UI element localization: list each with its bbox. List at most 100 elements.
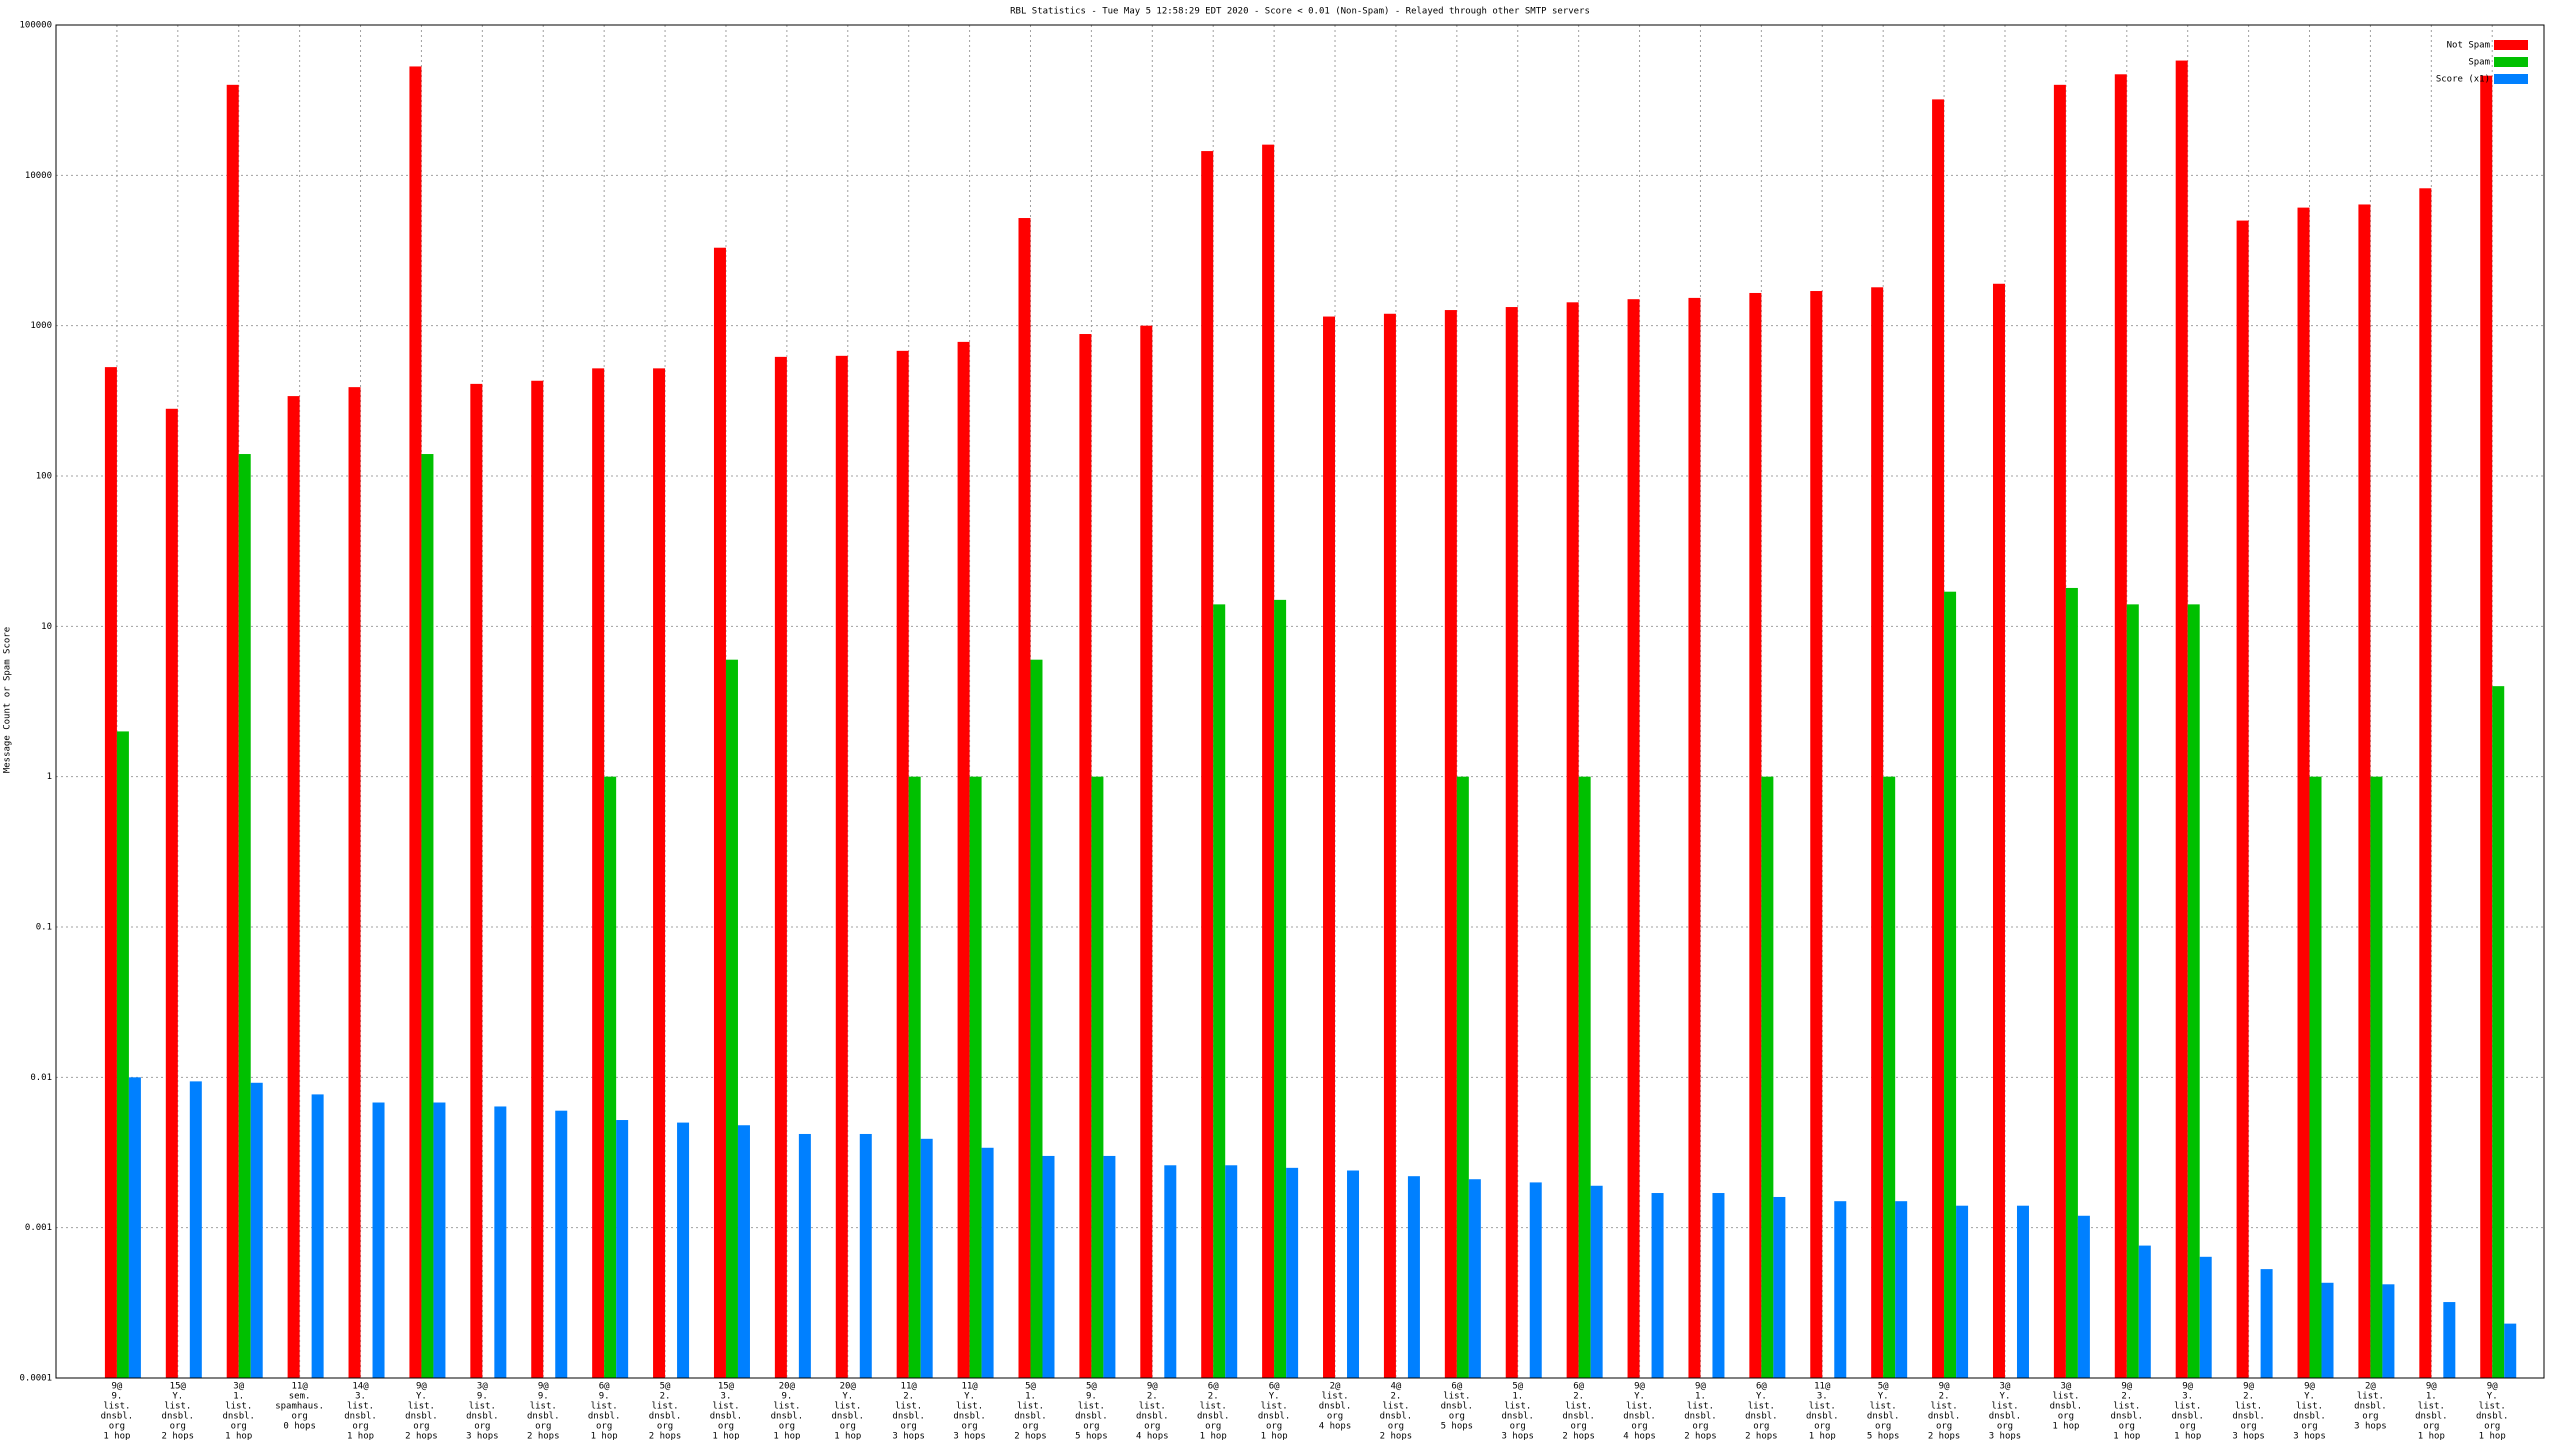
- bar: [1347, 1170, 1360, 1378]
- bar: [1956, 1205, 1969, 1378]
- x-tick-label: 9@: [1634, 1382, 1645, 1392]
- bar: [1566, 302, 1579, 1379]
- x-tick-label: dnsbl.: [1136, 1412, 1169, 1422]
- bar: [116, 731, 129, 1378]
- bar: [1201, 151, 1214, 1378]
- x-tick-label: 9.: [599, 1392, 610, 1402]
- bar: [713, 247, 726, 1378]
- x-tick-label: dnsbl.: [1197, 1412, 1230, 1422]
- x-tick-label: org: [718, 1422, 734, 1432]
- x-tick-label: 3 hops: [466, 1432, 499, 1440]
- bar: [1213, 604, 1226, 1378]
- x-tick-label: 6@: [1451, 1382, 1462, 1392]
- x-tick-label: dnsbl.: [953, 1412, 986, 1422]
- x-tick-label: 3.: [721, 1392, 732, 1402]
- bar: [1018, 218, 1031, 1379]
- bar: [2297, 207, 2310, 1378]
- x-tick-label: 9.: [538, 1392, 549, 1402]
- x-tick-label: dnsbl.: [466, 1412, 499, 1422]
- x-tick-label: 1 hop: [2052, 1422, 2079, 1432]
- x-tick-label: org: [961, 1422, 977, 1432]
- x-tick-label: 2.: [1147, 1392, 1158, 1402]
- x-tick-label: 1.: [1695, 1392, 1706, 1402]
- bar: [2175, 60, 2188, 1378]
- x-tick-label: 6@: [1573, 1382, 1584, 1392]
- x-tick-label: 4 hops: [1319, 1422, 1352, 1432]
- bar: [737, 1125, 750, 1378]
- bar: [2419, 188, 2432, 1378]
- bar: [348, 387, 361, 1378]
- x-tick-label: org: [1083, 1422, 1099, 1432]
- y-tick-label: 1000: [30, 321, 52, 331]
- bar: [2236, 220, 2249, 1379]
- x-tick-label: list.: [2296, 1402, 2323, 1412]
- x-tick-label: 1 hop: [2479, 1432, 2506, 1440]
- bar: [1688, 297, 1701, 1379]
- x-tick-label: 2 hops: [1562, 1432, 1595, 1440]
- x-tick-label: 1 hop: [2174, 1432, 2201, 1440]
- x-tick-label: org: [2058, 1412, 2074, 1422]
- bar: [1091, 776, 1104, 1378]
- bar: [2309, 776, 2322, 1378]
- x-tick-label: list.: [2113, 1402, 2140, 1412]
- x-tick-label: org: [352, 1422, 368, 1432]
- x-tick-label: 9@: [1695, 1382, 1706, 1392]
- bar: [421, 454, 434, 1378]
- x-tick-label: list.: [2479, 1402, 2506, 1412]
- x-tick-label: list.: [895, 1402, 922, 1412]
- x-tick-label: 9@: [2182, 1382, 2193, 1392]
- bar: [908, 776, 921, 1378]
- bar: [1749, 292, 1762, 1379]
- x-tick-label: 2.: [1573, 1392, 1584, 1402]
- x-tick-label: list.: [1748, 1402, 1775, 1412]
- x-tick-label: 2 hops: [405, 1432, 438, 1440]
- x-tick-label: org: [1753, 1422, 1769, 1432]
- bar: [1468, 1179, 1481, 1378]
- x-tick-label: 3@: [477, 1382, 488, 1392]
- bar: [1590, 1185, 1603, 1378]
- y-tick-label: 100000: [19, 21, 52, 31]
- bar: [981, 1147, 994, 1378]
- x-tick-label: dnsbl.: [1684, 1412, 1717, 1422]
- bar: [1079, 334, 1092, 1379]
- x-tick-label: list.: [1078, 1402, 1105, 1412]
- bar: [470, 383, 483, 1378]
- bar: [1456, 776, 1469, 1378]
- x-tick-label: 2.: [903, 1392, 914, 1402]
- bar: [433, 1102, 446, 1378]
- x-tick-label: Y.: [172, 1392, 183, 1402]
- x-tick-label: 2 hops: [1380, 1432, 1413, 1440]
- x-tick-label: org: [596, 1422, 612, 1432]
- x-tick-label: 15@: [170, 1382, 187, 1392]
- x-tick-label: list.: [1139, 1402, 1166, 1412]
- x-tick-label: 1 hop: [591, 1432, 618, 1440]
- legend-swatch: [2494, 74, 2528, 84]
- x-tick-label: org: [1631, 1422, 1647, 1432]
- x-tick-label: 5@: [1512, 1382, 1523, 1392]
- x-tick-label: 11@: [291, 1382, 308, 1392]
- x-tick-label: 2.: [1939, 1392, 1950, 1402]
- y-tick-label: 10000: [25, 171, 52, 181]
- bar: [2126, 604, 2139, 1378]
- bar: [592, 368, 605, 1378]
- bar: [1407, 1176, 1420, 1378]
- x-tick-label: 14@: [352, 1382, 369, 1392]
- x-tick-label: list.: [469, 1402, 496, 1412]
- x-tick-label: list.: [1809, 1402, 1836, 1412]
- x-tick-label: org: [657, 1422, 673, 1432]
- x-tick-label: dnsbl.: [1806, 1412, 1839, 1422]
- bar: [835, 355, 848, 1378]
- bar: [1895, 1201, 1908, 1378]
- x-tick-label: 3.: [1817, 1392, 1828, 1402]
- x-tick-label: list.: [834, 1402, 861, 1412]
- x-tick-label: 3 hops: [2354, 1422, 2387, 1432]
- bar: [1505, 307, 1518, 1379]
- bar: [725, 659, 738, 1378]
- x-tick-label: list.: [591, 1402, 618, 1412]
- legend-label: Spam: [2468, 58, 2490, 68]
- x-tick-label: org: [1388, 1422, 1404, 1432]
- x-tick-label: list.: [1687, 1402, 1714, 1412]
- x-tick-label: list.: [1565, 1402, 1592, 1412]
- x-tick-label: 9@: [1147, 1382, 1158, 1392]
